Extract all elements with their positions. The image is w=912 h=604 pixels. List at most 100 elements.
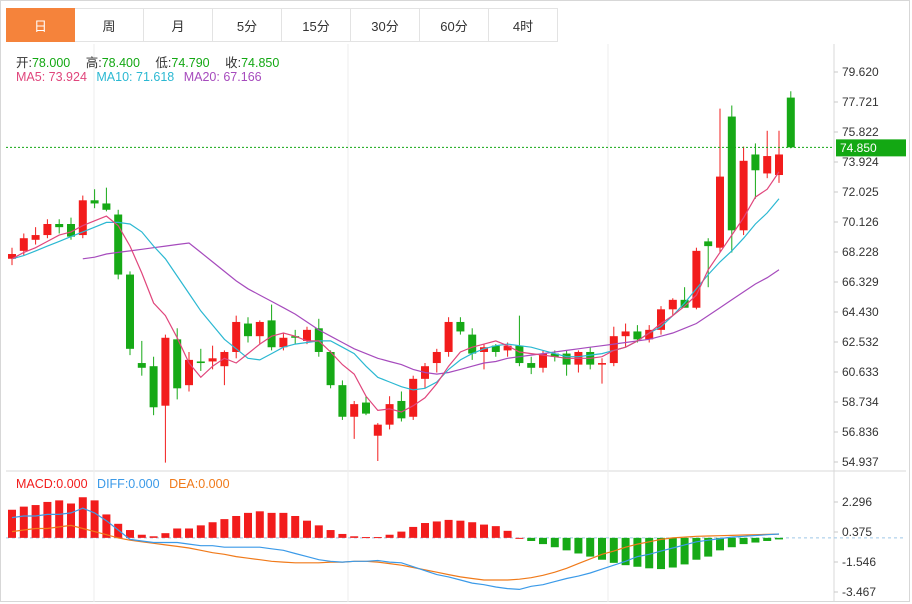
candle (515, 315, 524, 367)
candle (503, 342, 512, 357)
macd-bar (480, 524, 488, 538)
macd-bar (279, 512, 288, 538)
price-tick-label: 54.937 (842, 455, 879, 469)
candle (562, 350, 571, 376)
candle (763, 130, 772, 179)
candle-body (43, 223, 52, 236)
macd-bar (255, 511, 264, 538)
ma-readout: MA5: 73.924 MA10: 71.618 MA20: 67.166 (16, 70, 268, 84)
tab-15min[interactable]: 15分 (282, 8, 351, 42)
candle (244, 317, 252, 343)
candle-body (562, 353, 571, 365)
candle (432, 348, 441, 373)
macd-bar (468, 522, 477, 538)
candle (621, 323, 630, 348)
candle-body (539, 353, 547, 368)
macd-bar (267, 512, 276, 538)
candle (255, 320, 264, 345)
price-tick-label: 77.721 (842, 95, 879, 109)
high-value: 78.400 (101, 56, 140, 70)
last-price-badge (836, 139, 906, 157)
price-tick-label: 68.228 (842, 245, 879, 259)
candle (385, 396, 394, 430)
candle (751, 143, 760, 199)
macd-bar (527, 537, 536, 541)
candle-body (763, 156, 772, 174)
candle (373, 423, 382, 462)
candle (727, 105, 736, 253)
macd-bar (763, 537, 772, 541)
macd-bar (161, 533, 170, 538)
candle-body (503, 345, 512, 351)
macd-bar (409, 526, 418, 538)
last-price-label: 74.850 (840, 141, 877, 155)
candle (232, 315, 241, 359)
macd-bar (137, 534, 146, 538)
macd-bar (196, 525, 205, 538)
candle-body (137, 363, 146, 368)
candle-body (8, 254, 16, 259)
macd-bar (31, 505, 40, 538)
candle-body (208, 358, 217, 362)
tab-60min[interactable]: 60分 (420, 8, 489, 42)
candle-body (409, 378, 418, 417)
candle (291, 329, 300, 345)
tab-5min[interactable]: 5分 (213, 8, 282, 42)
candle-body (303, 329, 311, 341)
macd-tick-label: 2.296 (842, 495, 872, 509)
macd-tick-label: -1.546 (842, 555, 876, 569)
price-tick-label: 70.126 (842, 215, 879, 229)
candle-body (456, 321, 465, 332)
macd-tick-label: 0.375 (842, 525, 872, 539)
candle (55, 219, 64, 234)
macd-bar (19, 506, 28, 538)
macd-bar (609, 537, 618, 563)
macd-bar (303, 520, 311, 538)
candle (196, 348, 205, 371)
candle (692, 247, 701, 310)
candle-body (90, 200, 99, 204)
candle (468, 328, 477, 360)
candle (527, 356, 536, 375)
macd-bar (149, 536, 158, 538)
candle (633, 325, 642, 343)
macd-bar (668, 537, 677, 568)
macd-bar (232, 515, 241, 538)
candle-body (19, 238, 28, 251)
price-tick-label: 56.836 (842, 425, 879, 439)
candle-body (185, 359, 193, 386)
close-label: 收: (225, 56, 242, 70)
tab-month[interactable]: 月 (144, 8, 213, 42)
ohlc-readout: 开:78.000 高:78.400 低:74.790 收:74.850 (16, 52, 291, 71)
candle-body (727, 116, 736, 231)
macd-bar (444, 519, 453, 538)
candle (704, 238, 713, 288)
candle (149, 356, 158, 416)
macd-bar (456, 520, 465, 538)
macd-bar (621, 537, 630, 566)
tab-day[interactable]: 日 (6, 8, 75, 42)
open-value: 78.000 (31, 56, 71, 70)
tab-4hour[interactable]: 4时 (489, 8, 558, 42)
macd-bar (291, 515, 300, 538)
macd-bar (432, 521, 441, 538)
candle-body (468, 334, 477, 354)
candle-body (255, 321, 264, 337)
candle-body (78, 200, 87, 236)
macd-bar (657, 537, 665, 570)
macd-bar (67, 503, 75, 538)
macd-bar (739, 537, 748, 545)
candle (409, 375, 418, 420)
tab-30min[interactable]: 30分 (351, 8, 420, 42)
macd-bar (716, 537, 724, 551)
candle-body (550, 353, 559, 357)
candle-body (444, 321, 453, 352)
candle (668, 298, 677, 316)
candle (126, 271, 134, 356)
ma20-label: MA20: (183, 70, 220, 84)
macd-bar (574, 537, 583, 554)
macd-bar (185, 528, 193, 538)
tab-week[interactable]: 周 (75, 8, 144, 42)
candle-body (621, 331, 630, 337)
